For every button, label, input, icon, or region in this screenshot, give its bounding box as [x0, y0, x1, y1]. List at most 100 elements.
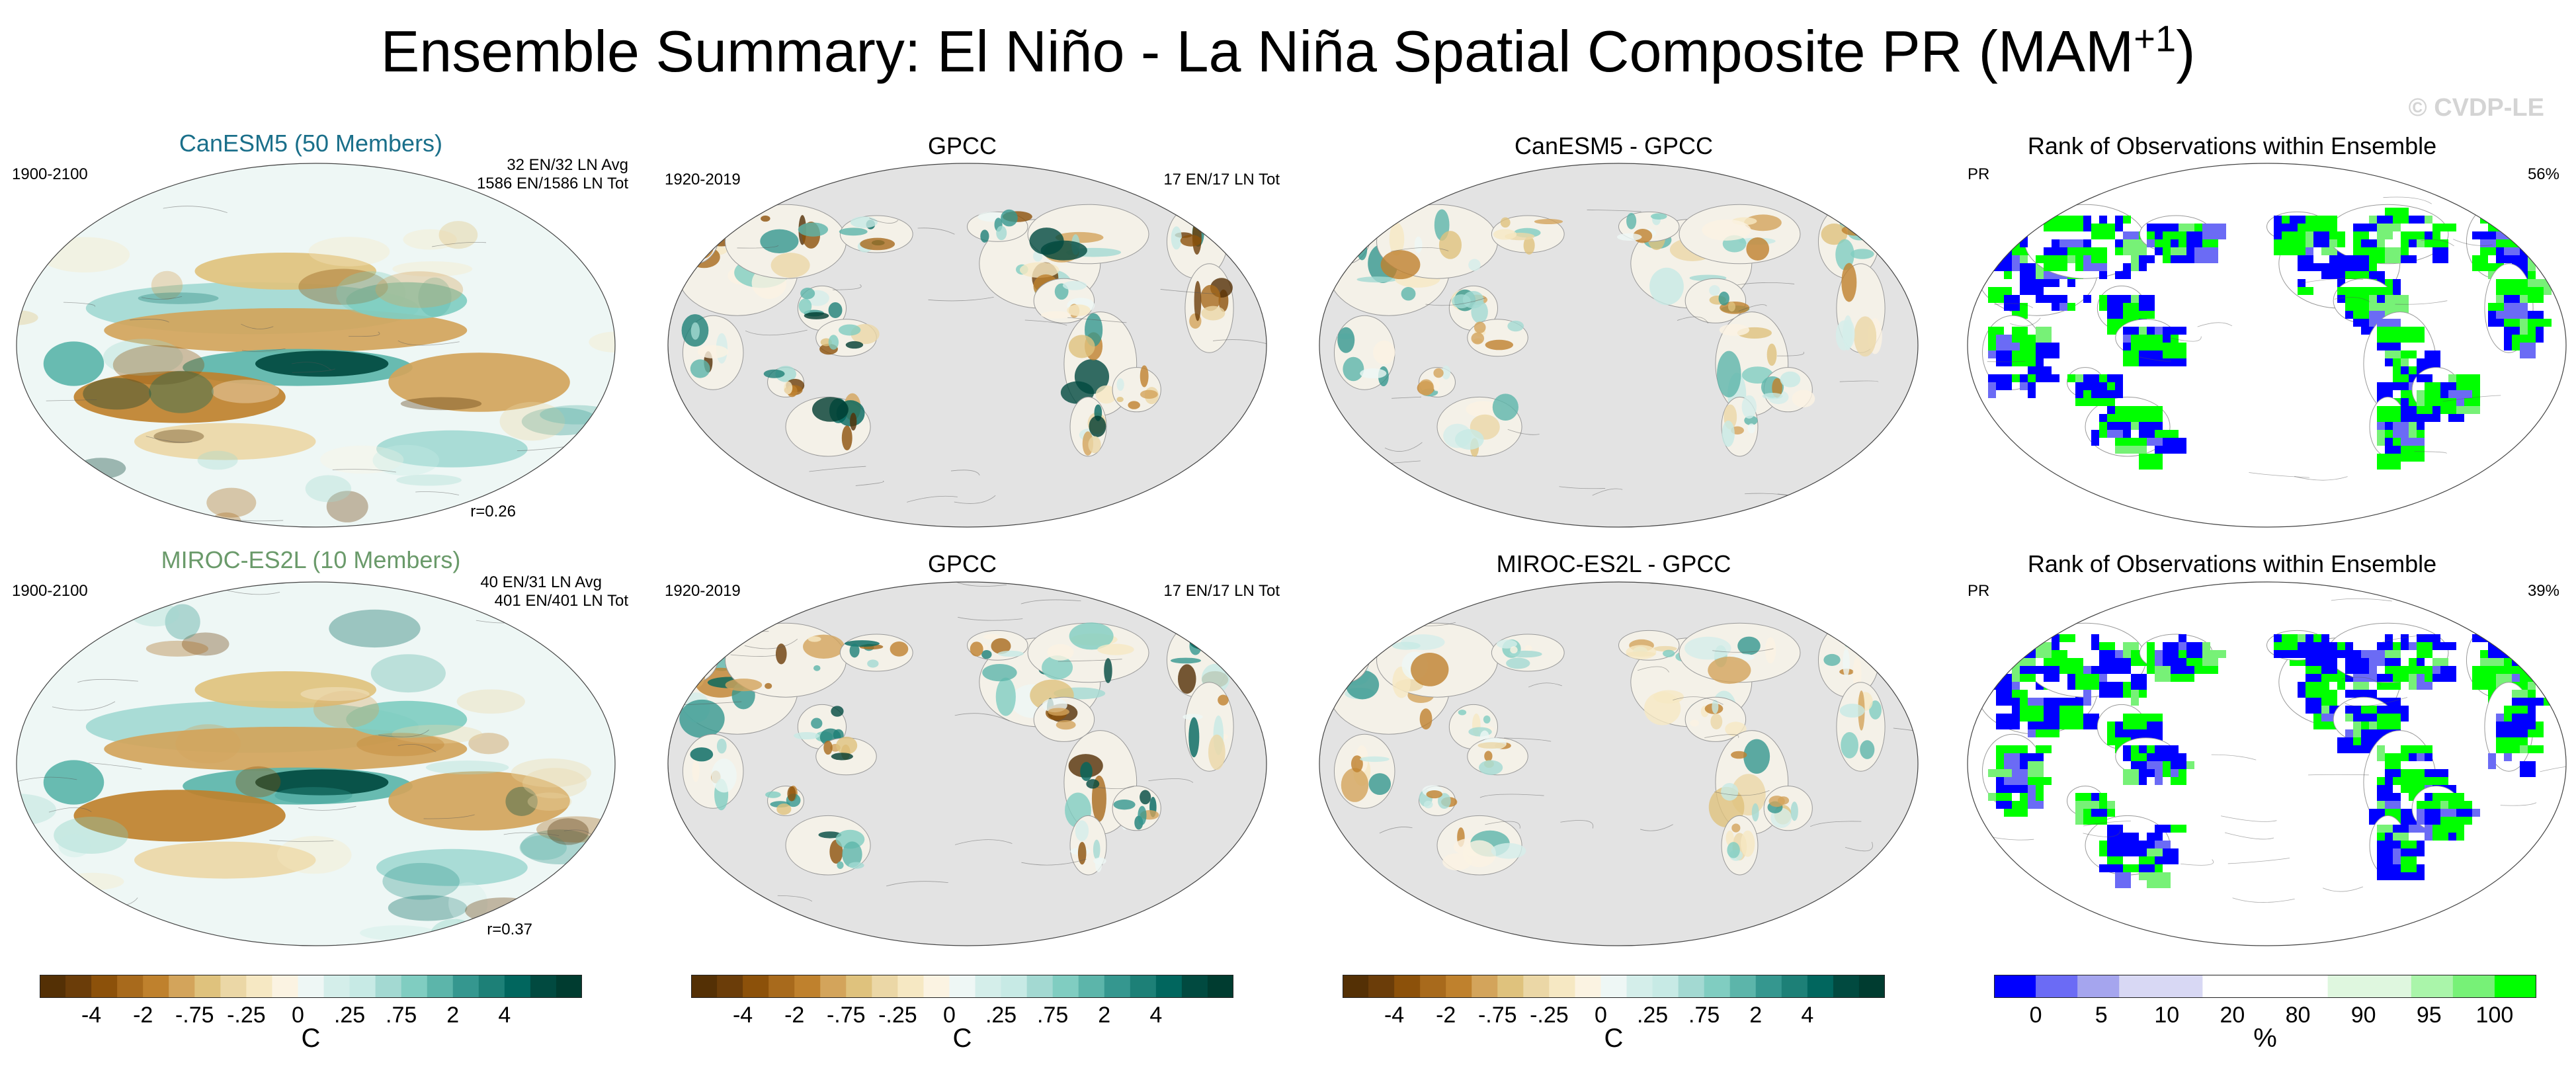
rank-cell [2099, 658, 2123, 674]
colorbar-swatch [2411, 975, 2454, 997]
anomaly-patch [1731, 823, 1741, 833]
anomaly-patch [1491, 843, 1526, 859]
rank-cell [2139, 872, 2155, 880]
panel-var-rank-1: PR [1968, 165, 1990, 183]
rank-cell [2115, 872, 2131, 888]
anomaly-patch [1747, 423, 1756, 434]
rank-cell [2155, 666, 2171, 682]
rank-cell [1988, 216, 1996, 224]
colorbar-swatch [298, 975, 325, 997]
coastline [1890, 421, 1918, 426]
coastline [2334, 297, 2370, 302]
rank-cell [1996, 224, 2012, 239]
colorbar-swatch [2161, 975, 2203, 997]
anomaly-patch [983, 634, 1001, 639]
anomaly-patch [1113, 800, 1136, 810]
anomaly-patch [540, 405, 614, 425]
panel-pct-rank-1: 56% [2527, 165, 2559, 183]
rank-cell [2425, 231, 2432, 239]
anomaly-patch [222, 582, 276, 597]
coastline [1810, 821, 1862, 827]
rank-cell [2377, 714, 2401, 729]
rank-cell [2298, 224, 2313, 231]
anomaly-patch [831, 753, 853, 761]
rank-cell [1980, 224, 2004, 239]
rank-cell [1996, 239, 2004, 255]
colorbar-swatch [401, 975, 428, 997]
rank-cell [2306, 216, 2329, 224]
colorbar-swatch [1807, 975, 1834, 997]
anomaly-patch [1485, 339, 1514, 350]
anomaly-region [43, 760, 104, 805]
rank-cell [2028, 263, 2036, 279]
anomaly-patch [716, 738, 727, 754]
rank-cell [2432, 382, 2440, 398]
rank-cell [2059, 658, 2083, 674]
rank-cell [2131, 335, 2147, 350]
colorbar-swatch [1678, 975, 1705, 997]
anomaly-patch [1496, 639, 1518, 649]
anomaly-patch [804, 312, 829, 319]
rank-cell [2520, 761, 2536, 777]
rank-cell [2456, 809, 2472, 817]
anomaly-patch [499, 401, 565, 441]
rank-cell [2044, 666, 2059, 682]
coastline [1266, 403, 1267, 411]
anomaly-patch [518, 190, 579, 208]
anomaly-patch [438, 221, 478, 249]
anomaly-region [194, 253, 376, 290]
anomaly-patch [1337, 327, 1355, 353]
rank-cell [2496, 239, 2512, 247]
anomaly-patch [690, 747, 714, 762]
rank-cell [2417, 753, 2425, 761]
colorbar-swatch [2286, 975, 2329, 997]
anomaly-patch [1649, 267, 1684, 306]
anomaly-patch [153, 429, 204, 444]
anomaly-patch [181, 632, 229, 656]
rank-cell [2385, 358, 2393, 366]
rank-cell [1996, 335, 2012, 350]
anomaly-patch [235, 766, 281, 798]
anomaly-patch [1780, 371, 1801, 388]
rank-cell [2155, 745, 2179, 753]
anomaly-patch [1438, 231, 1462, 259]
anomaly-patch [76, 458, 126, 479]
rank-cell [2377, 343, 2401, 350]
rank-cell [2369, 255, 2377, 271]
coastline [1148, 778, 1194, 783]
map-border [1319, 581, 1919, 946]
rank-cell [2306, 231, 2313, 247]
rank-cell [2480, 239, 2496, 247]
rank-cell [2504, 216, 2520, 231]
anomaly-patch [828, 335, 839, 350]
map-diff-1 [1319, 163, 1919, 528]
rank-cell [2123, 231, 2139, 239]
coastline [744, 639, 798, 649]
map-background [668, 163, 1267, 527]
coastline [2227, 858, 2290, 864]
rank-cell [2163, 231, 2179, 239]
anomaly-patch [34, 485, 109, 511]
anomaly-patch [1762, 392, 1783, 399]
rank-cell [2313, 231, 2329, 247]
colorbar-tick-label: 100 [2476, 1003, 2514, 1028]
rank-cell [2147, 833, 2155, 848]
coastline [1994, 303, 2034, 308]
rank-cell [2512, 634, 2520, 650]
map-diff-2 [1319, 581, 1919, 946]
rank-cell [2353, 311, 2369, 319]
anomaly-patch [83, 378, 151, 410]
rank-cell [2480, 231, 2488, 239]
colorbar-swatch [949, 975, 976, 997]
rank-cell [2179, 650, 2186, 658]
anomaly-patch [676, 651, 698, 679]
rank-cell [2306, 682, 2329, 698]
colorbar-tick-label: -2 [784, 1003, 804, 1028]
anomaly-patch [1523, 236, 1535, 255]
coastline [2211, 754, 2257, 761]
anomaly-patch [1492, 393, 1518, 421]
colorbar-swatch [1472, 975, 1498, 997]
rank-cell [2321, 674, 2337, 682]
colorbar-unit-3: C [1604, 1024, 1624, 1053]
rank-cell [2147, 745, 2155, 753]
